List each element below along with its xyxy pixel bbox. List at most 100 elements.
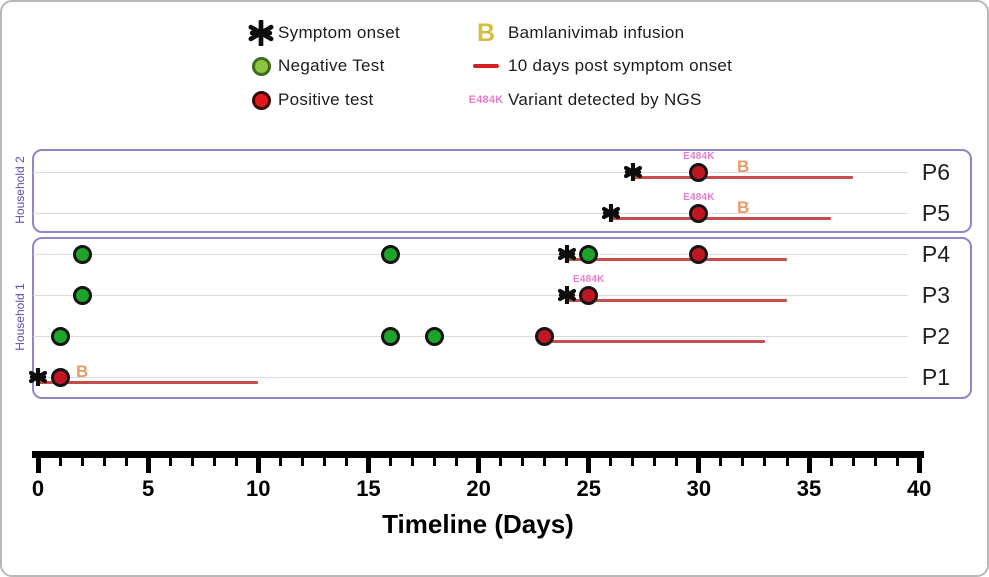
patient-row-gridline	[33, 377, 908, 378]
axis-tick	[190, 457, 194, 466]
legend-bamlanivimab-label: Bamlanivimab infusion	[508, 23, 685, 42]
variant-label: E484K	[683, 192, 715, 203]
patient-row-gridline	[33, 295, 908, 296]
axis-tick-label: 10	[246, 476, 271, 501]
patient-label: P6	[921, 159, 951, 185]
symptom-onset-marker	[557, 284, 576, 309]
negative-test-marker	[380, 326, 400, 346]
legend-bamlanivimab: B Bamlanivimab infusion	[464, 19, 684, 47]
variant-icon: E484K	[468, 94, 504, 106]
axis-tick	[873, 457, 877, 466]
axis-tick	[829, 457, 833, 466]
axis-tick	[455, 457, 459, 466]
axis-tick	[586, 457, 592, 473]
axis-tick	[851, 457, 855, 466]
positive-test-marker	[689, 162, 709, 182]
legend-symptom-onset-label: Symptom onset	[278, 23, 401, 42]
axis-tick-label: 20	[466, 476, 491, 501]
bamlanivimab-marker: B	[736, 198, 750, 217]
axis-tick	[895, 457, 899, 466]
patient-label: P4	[921, 241, 951, 267]
axis-tick	[80, 457, 84, 466]
patient-label: P2	[921, 323, 951, 349]
patient-row-gridline	[33, 213, 908, 214]
axis-title: Timeline (Days)	[382, 509, 574, 539]
negative-test-marker	[425, 326, 445, 346]
axis-tick	[433, 457, 437, 466]
bamlanivimab-marker: B	[76, 362, 89, 381]
negative-test-marker	[380, 244, 400, 264]
household-box	[32, 149, 972, 233]
symptom-onset-marker	[28, 366, 48, 391]
axis-tick	[565, 457, 569, 466]
axis-tick	[543, 457, 547, 466]
axis-tick	[499, 457, 503, 466]
positive-test-marker	[579, 285, 599, 305]
axis-tick	[411, 457, 414, 466]
legend-negative-test: Negative Test	[244, 52, 385, 80]
negative-test-marker	[72, 244, 92, 264]
negative-test-marker	[72, 285, 92, 305]
legend-ten-days: 10 days post symptom onset	[464, 52, 732, 80]
axis-tick-label: 40	[906, 476, 932, 501]
axis-tick	[168, 457, 172, 466]
axis-tick	[124, 457, 128, 466]
axis-tick	[806, 457, 812, 473]
variant-label: E484K	[683, 151, 715, 162]
positive-test-marker	[689, 244, 709, 264]
positive-test-marker	[535, 326, 555, 346]
axis-tick-label: 5	[142, 476, 155, 501]
legend-ten-days-label: 10 days post symptom onset	[508, 56, 733, 75]
axis-tick-label: 30	[686, 476, 712, 501]
axis-tick	[344, 457, 348, 466]
axis-tick-label: 15	[356, 476, 381, 501]
axis-tick	[916, 457, 922, 473]
positive-test-marker	[50, 367, 70, 387]
axis-tick	[719, 457, 723, 466]
negative-test-marker	[50, 326, 70, 346]
axis-tick	[145, 457, 151, 473]
axis-tick	[278, 457, 282, 466]
bamlanivimab-marker: B	[736, 157, 750, 176]
axis-tick	[300, 457, 304, 466]
post-onset-line	[610, 217, 832, 220]
post-onset-line	[632, 176, 854, 179]
axis-tick	[785, 457, 789, 466]
negative-test-marker	[579, 244, 599, 264]
axis-tick	[476, 457, 482, 473]
patient-row-gridline	[33, 172, 908, 173]
axis-tick	[609, 457, 613, 466]
symptom-onset-marker	[623, 161, 642, 186]
axis-tick	[255, 457, 261, 473]
bamlanivimab-icon: B	[476, 18, 496, 47]
axis-tick	[35, 457, 41, 473]
patient-row-gridline	[33, 254, 908, 255]
post-onset-line	[566, 258, 788, 261]
axis-tick-label: 35	[796, 476, 822, 501]
axis-tick	[521, 457, 525, 466]
symptom-onset-icon	[244, 19, 278, 47]
legend-variant-label: Variant detected by NGS	[508, 90, 702, 109]
household-box	[32, 237, 972, 399]
axis-tick-label: 0	[31, 476, 45, 501]
symptom-onset-marker	[557, 243, 576, 268]
patient-label: P1	[921, 364, 951, 390]
axis-tick	[675, 457, 679, 466]
positive-test-icon	[251, 90, 271, 110]
axis-tick	[365, 457, 371, 473]
axis-tick	[212, 457, 216, 466]
red-line-icon	[473, 64, 499, 68]
post-onset-line	[544, 340, 765, 343]
axis-tick-label: 25	[576, 476, 601, 501]
patient-row-gridline	[33, 336, 908, 337]
positive-test-marker	[689, 203, 709, 223]
axis-tick	[696, 457, 702, 473]
axis-tick	[322, 457, 326, 466]
household-label: Household 2	[13, 156, 27, 224]
legend-positive-test: Positive test	[244, 86, 374, 114]
household-label: Household 1	[13, 283, 27, 351]
post-onset-line	[566, 299, 788, 302]
legend-symptom-onset: Symptom onset	[244, 19, 400, 47]
post-onset-line	[38, 381, 259, 384]
